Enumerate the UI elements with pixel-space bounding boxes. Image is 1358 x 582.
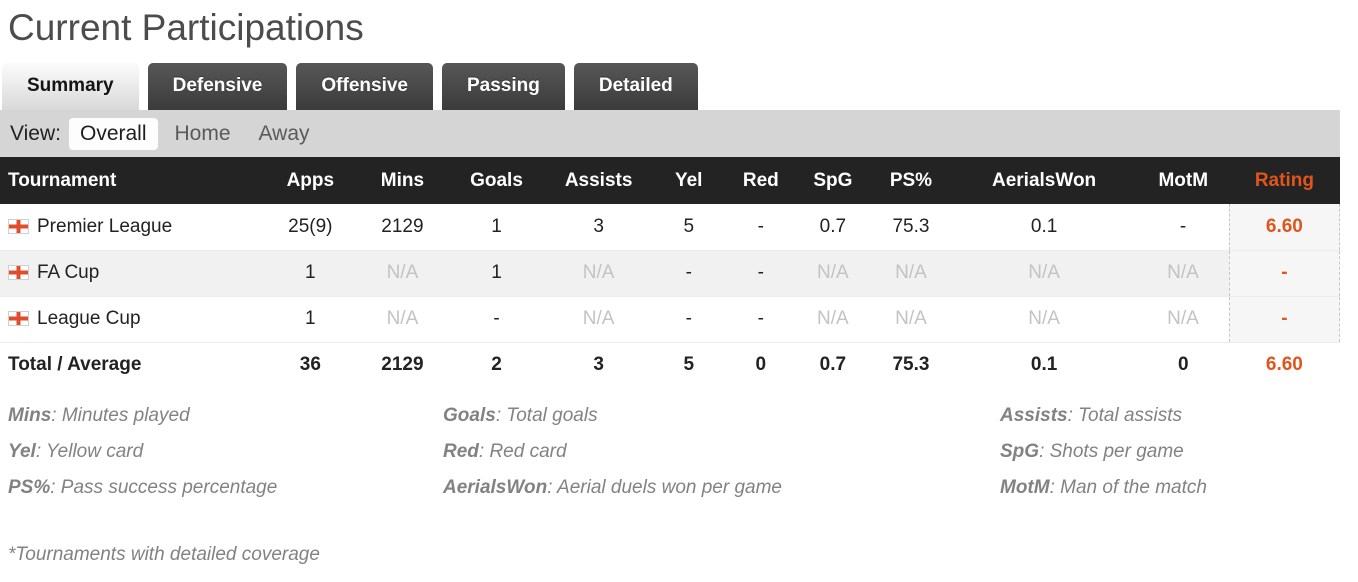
column-header-mins: Mins xyxy=(358,157,447,204)
header-row: Tournament Apps Mins Goals Assists Yel R… xyxy=(0,157,1340,204)
motm-cell: - xyxy=(1137,204,1230,251)
assists-cell: N/A xyxy=(546,250,651,297)
assists-total: 3 xyxy=(546,341,651,388)
tab-passing[interactable]: Passing xyxy=(441,63,565,110)
column-header-goals: Goals xyxy=(446,157,547,204)
tab-summary[interactable]: Summary xyxy=(2,63,139,110)
yel-cell: 5 xyxy=(650,204,727,251)
table-row-fa-cup: FA Cup 1 N/A 1 N/A - - N/A N/A N/A N/A - xyxy=(0,250,1341,297)
column-header-motm: MotM xyxy=(1137,157,1230,204)
column-header-ps: PS% xyxy=(870,157,951,204)
tournament-name: FA Cup xyxy=(37,262,100,283)
assists-cell: 3 xyxy=(546,204,651,251)
aerialswon-cell: N/A xyxy=(950,296,1138,343)
column-header-aerialswon: AerialsWon xyxy=(950,157,1138,204)
red-cell: - xyxy=(726,204,795,251)
motm-cell: N/A xyxy=(1137,296,1230,343)
england-flag-icon xyxy=(8,265,29,280)
apps-cell: 1 xyxy=(262,296,359,343)
goals-cell: 1 xyxy=(446,204,547,251)
tab-bar: Summary Defensive Offensive Passing Deta… xyxy=(0,50,1358,110)
tab-defensive[interactable]: Defensive xyxy=(147,63,288,110)
table-row-league-cup: League Cup 1 N/A - N/A - - N/A N/A N/A N… xyxy=(0,296,1341,343)
tournament-name: Premier League xyxy=(37,215,173,237)
table-row-premier-league: Premier League 25(9) 2129 1 3 5 - 0.7 75… xyxy=(0,204,1341,251)
red-total: 0 xyxy=(726,341,795,388)
red-cell: - xyxy=(726,296,795,343)
assists-cell: N/A xyxy=(546,296,651,343)
column-header-tournament: Tournament xyxy=(0,157,263,204)
legend-item: PS%: Pass success percentage xyxy=(8,477,278,498)
column-header-red: Red xyxy=(726,157,795,204)
mins-cell: N/A xyxy=(358,250,447,297)
england-flag-icon xyxy=(8,218,29,234)
ps-total: 75.3 xyxy=(870,341,951,388)
yel-total: 5 xyxy=(650,341,727,388)
legend-item: MotM: Man of the match xyxy=(1000,477,1207,498)
tab-offensive[interactable]: Offensive xyxy=(296,63,433,110)
view-label: View: xyxy=(10,121,61,145)
goals-cell: - xyxy=(446,296,547,343)
spg-cell: 0.7 xyxy=(794,204,871,251)
tournament-cell: FA Cup xyxy=(0,250,263,297)
view-bar: View: Overall Home Away xyxy=(0,110,1340,157)
column-header-rating: Rating xyxy=(1229,157,1340,204)
column-header-spg: SpG xyxy=(794,157,871,204)
rating-cell: 6.60 xyxy=(1228,204,1341,251)
tab-detailed[interactable]: Detailed xyxy=(573,63,698,110)
apps-cell: 1 xyxy=(262,250,359,297)
total-label: Total / Average xyxy=(0,341,263,388)
apps-total: 36 xyxy=(262,341,359,388)
ps-cell: N/A xyxy=(870,296,951,343)
stats-table: Tournament Apps Mins Goals Assists Yel R… xyxy=(0,157,1341,388)
stat-legend: Mins: Minutes played Goals: Total goals … xyxy=(0,388,1340,506)
legend-item: SpG: Shots per game xyxy=(1000,441,1184,462)
column-header-yel: Yel xyxy=(650,157,727,204)
view-option-home[interactable]: Home xyxy=(174,121,231,145)
motm-total: 0 xyxy=(1137,341,1230,388)
aerialswon-cell: 0.1 xyxy=(950,204,1138,251)
spg-cell: N/A xyxy=(794,250,871,297)
legend-item: Red: Red card xyxy=(443,441,567,462)
total-row: Total / Average 36 2129 2 3 5 0 0.7 75.3… xyxy=(0,341,1340,388)
legend-item: Assists: Total assists xyxy=(1000,405,1183,426)
rating-cell: - xyxy=(1228,250,1341,297)
spg-cell: N/A xyxy=(794,296,871,343)
ps-cell: N/A xyxy=(870,250,951,297)
ps-cell: 75.3 xyxy=(870,204,951,251)
england-flag-icon xyxy=(8,311,29,326)
tournament-cell: Premier League xyxy=(0,204,263,251)
tournament-name: League Cup xyxy=(37,308,141,329)
mins-total: 2129 xyxy=(358,341,447,388)
mins-cell: N/A xyxy=(358,296,447,343)
aerialswon-cell: N/A xyxy=(950,250,1138,297)
tournament-cell: League Cup xyxy=(0,296,263,343)
column-header-apps: Apps xyxy=(262,157,359,204)
page-title: Current Participations xyxy=(8,7,364,48)
mins-cell: 2129 xyxy=(358,204,447,251)
column-header-assists: Assists xyxy=(546,157,651,204)
goals-total: 2 xyxy=(446,341,547,388)
aerialswon-total: 0.1 xyxy=(950,341,1138,388)
yel-cell: - xyxy=(650,296,727,343)
legend-item: Mins: Minutes played xyxy=(8,405,190,426)
legend-item: Yel: Yellow card xyxy=(8,441,144,462)
legend-item: AerialsWon: Aerial duels won per game xyxy=(443,477,782,498)
view-option-away[interactable]: Away xyxy=(258,121,310,145)
goals-cell: 1 xyxy=(446,250,547,297)
legend-item: Goals: Total goals xyxy=(443,405,598,426)
rating-cell: - xyxy=(1228,296,1341,343)
footnote: *Tournaments with detailed coverage xyxy=(8,544,320,565)
motm-cell: N/A xyxy=(1137,250,1230,297)
spg-total: 0.7 xyxy=(794,341,871,388)
view-option-overall[interactable]: Overall xyxy=(68,117,158,150)
apps-cell: 25(9) xyxy=(262,204,359,251)
yel-cell: - xyxy=(650,250,727,297)
rating-total: 6.60 xyxy=(1229,341,1340,388)
red-cell: - xyxy=(726,250,795,297)
